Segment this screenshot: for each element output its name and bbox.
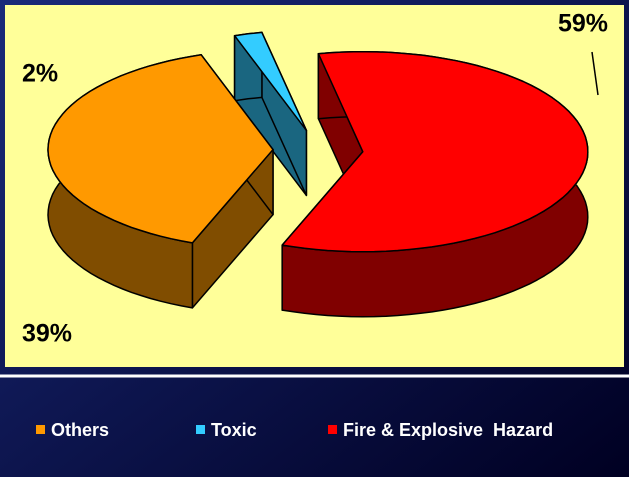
- legend-label: Others: [51, 420, 109, 440]
- data-label: 39%: [22, 320, 72, 348]
- legend-label: Toxic: [211, 420, 257, 440]
- legend-swatch: [328, 425, 337, 434]
- slice: [281, 50, 589, 253]
- legend-swatch: [196, 425, 205, 434]
- data-label: 2%: [22, 60, 58, 88]
- legend: Others Toxic Fire & Explosive Hazard: [36, 420, 553, 440]
- slice: [233, 31, 308, 132]
- data-label: 59%: [558, 10, 608, 38]
- legend-swatch: [36, 425, 45, 434]
- pie: [47, 31, 589, 318]
- slice: [47, 54, 274, 244]
- legend-label: Fire & Explosive Hazard: [343, 420, 553, 440]
- labels: 39% 2% 59%: [22, 10, 608, 348]
- leader-line: [591, 51, 599, 96]
